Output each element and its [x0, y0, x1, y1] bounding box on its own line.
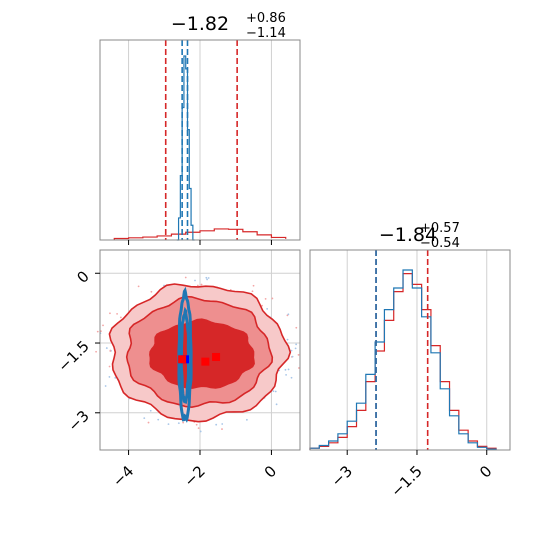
marker-square	[201, 357, 210, 366]
sample-point	[252, 284, 255, 287]
top-marginal-panel: −1.82 +0.86 −1.14	[99, 11, 301, 245]
title-median: −1.84	[379, 224, 437, 246]
sample-point	[108, 376, 111, 378]
sample-point	[286, 338, 289, 341]
sample-point	[297, 353, 300, 356]
right-marginal-panel: −3 −1.5 0 −1.84 +0.57 −0.54	[309, 221, 511, 501]
sample-point	[105, 347, 108, 349]
sample-point	[114, 376, 117, 379]
sample-point	[184, 276, 187, 279]
sample-point	[182, 421, 185, 424]
sample-point	[275, 403, 278, 406]
joint-panel: −4 −2 0 0 −1.5 −3	[54, 249, 301, 490]
joint-red-contours	[108, 283, 292, 423]
top-marginal-grid	[128, 40, 272, 240]
top-marginal-quantile-lines	[164, 40, 238, 240]
sample-point	[119, 316, 122, 319]
right-marginal-quantile-lines	[375, 250, 429, 450]
marker-square	[178, 355, 187, 364]
x-tick-label: −3	[328, 462, 356, 490]
sample-point	[290, 349, 293, 352]
sample-point	[150, 290, 153, 293]
sample-point	[108, 365, 111, 368]
sample-point	[295, 326, 298, 329]
sample-point	[143, 417, 146, 420]
sample-point	[264, 297, 267, 300]
sample-point	[221, 423, 224, 425]
sample-point	[274, 390, 277, 393]
title-minus: −0.54	[420, 236, 460, 251]
y-tick-label: −1.5	[54, 337, 92, 375]
y-tick-label: 0	[73, 267, 92, 286]
sample-point	[104, 385, 107, 387]
sample-point	[215, 423, 218, 426]
sample-point	[199, 430, 202, 433]
sample-point	[294, 347, 297, 350]
title-median: −1.82	[171, 13, 229, 35]
sample-point	[109, 312, 111, 315]
histogram-series	[176, 55, 195, 241]
sample-point	[285, 373, 287, 376]
sample-point	[271, 297, 274, 300]
histogram-series	[309, 269, 497, 450]
sample-point	[96, 330, 99, 333]
x-tick-label: −4	[109, 462, 137, 490]
title-minus: −1.14	[246, 26, 286, 41]
x-tick-label: 0	[476, 462, 495, 481]
sample-point	[287, 313, 290, 316]
sample-point	[206, 278, 209, 281]
x-tick-label: −2	[180, 462, 208, 490]
y-tick-label: −3	[64, 407, 92, 435]
sample-point	[298, 367, 300, 369]
sample-point	[157, 418, 160, 421]
histogram-series	[309, 273, 497, 450]
top-marginal-title: −1.82	[171, 13, 229, 35]
sample-point	[295, 343, 298, 346]
x-tick-label: −1.5	[387, 462, 425, 500]
sample-point	[221, 428, 223, 430]
sample-point	[102, 324, 104, 327]
sample-point	[196, 284, 199, 287]
sample-point	[95, 350, 97, 353]
x-tick-label: 0	[261, 462, 280, 481]
sample-point	[200, 283, 203, 286]
red-contour-level	[149, 318, 255, 389]
right-marginal-ticks: −3 −1.5 0	[328, 450, 496, 501]
histogram-series	[113, 228, 287, 240]
sample-point	[205, 276, 208, 279]
joint-markers	[178, 352, 221, 366]
right-marginal-histograms	[309, 269, 497, 450]
sample-point	[177, 422, 180, 425]
title-plus: +0.57	[420, 221, 460, 236]
sample-point	[287, 368, 290, 371]
sample-point	[116, 312, 118, 315]
sample-point	[251, 290, 254, 293]
sample-point	[167, 423, 170, 426]
title-plus: +0.86	[246, 11, 286, 26]
sample-point	[261, 304, 263, 307]
sample-point	[245, 418, 248, 421]
right-marginal-grid	[346, 250, 488, 450]
sample-point	[194, 279, 196, 282]
sample-point	[137, 285, 140, 288]
top-marginal-histograms	[113, 55, 287, 241]
sample-point	[149, 409, 152, 412]
sample-point	[207, 277, 210, 279]
sample-point	[272, 390, 275, 393]
right-marginal-frame	[309, 249, 511, 451]
sample-point	[266, 308, 269, 310]
top-marginal-ticks	[128, 240, 272, 245]
sample-point	[109, 350, 112, 352]
sample-point	[195, 423, 198, 426]
sample-point	[197, 427, 200, 430]
sample-point	[291, 355, 294, 358]
right-marginal-title: −1.84	[379, 224, 437, 246]
sample-point	[284, 368, 287, 371]
sample-point	[147, 421, 150, 424]
marker-square	[212, 352, 221, 361]
sample-point	[290, 376, 293, 379]
